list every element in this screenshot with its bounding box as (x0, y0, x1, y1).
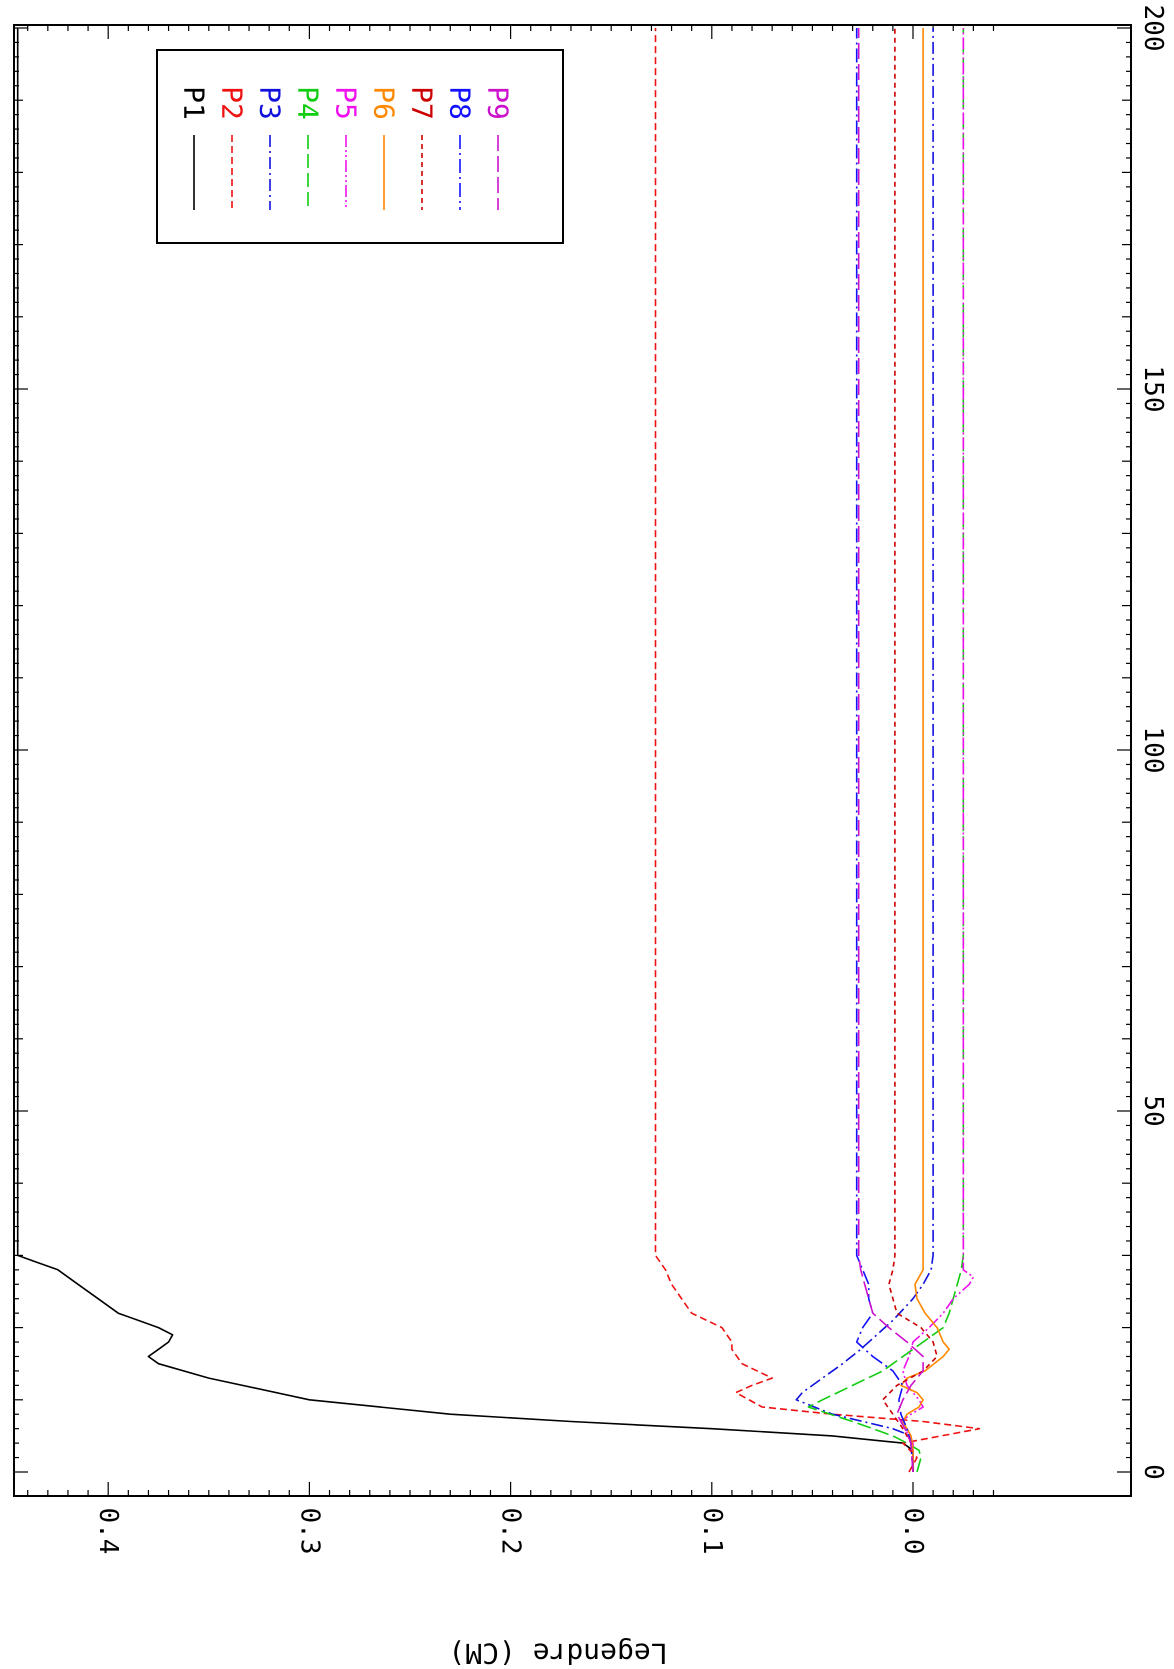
legend-label-p2: P2 (216, 86, 249, 120)
legend-label-p5: P5 (330, 86, 363, 120)
series-line-p6 (900, 28, 951, 1472)
y-tick-labels: 0.0 0.1 0.2 0.3 0.4 (93, 1508, 928, 1555)
legend-label-p4: P4 (292, 86, 325, 120)
series-line-p4 (807, 28, 965, 1473)
legend-label-p1: P1 (178, 86, 211, 120)
series-line-p1 (16, 28, 914, 1472)
y-tick-label: 0.0 (898, 1508, 928, 1555)
x-tick-label: 100 (1138, 727, 1168, 774)
x-tick-label: 0 (1138, 1464, 1168, 1480)
series-line-p9 (857, 28, 924, 1473)
plot-area (13, 24, 1132, 1497)
legend: P1 P2 P3 P4 P5 P6 P7 P8 P9 (156, 49, 564, 244)
y-axis-label: Legendre (CM) (448, 1637, 667, 1669)
y-tick-label: 0.2 (496, 1508, 526, 1555)
x-tick-label: 200 (1138, 5, 1168, 52)
x-tick-label: 50 (1138, 1095, 1168, 1126)
legend-label-p6: P6 (368, 86, 401, 120)
legend-label-p9: P9 (482, 86, 515, 120)
series-line-p2 (654, 28, 981, 1473)
plot-frame (13, 24, 1132, 1497)
legend-label-p3: P3 (254, 86, 287, 120)
legend-label-p8: P8 (444, 86, 477, 120)
legend-box (156, 49, 564, 244)
legend-items: P1 P2 P3 P4 P5 P6 P7 P8 P9 (178, 86, 515, 210)
y-tick-label: 0.1 (697, 1508, 727, 1555)
x-tick-labels: 0 50 100 150 200 (1138, 5, 1168, 1480)
series-line-p3 (795, 28, 934, 1472)
series-line-p8 (855, 28, 914, 1473)
series-group (16, 28, 981, 1473)
series-line-p7 (881, 28, 938, 1473)
legend-label-p7: P7 (406, 86, 439, 120)
x-tick-label: 150 (1138, 366, 1168, 413)
y-tick-label: 0.4 (93, 1508, 123, 1555)
y-tick-label: 0.3 (294, 1508, 324, 1555)
